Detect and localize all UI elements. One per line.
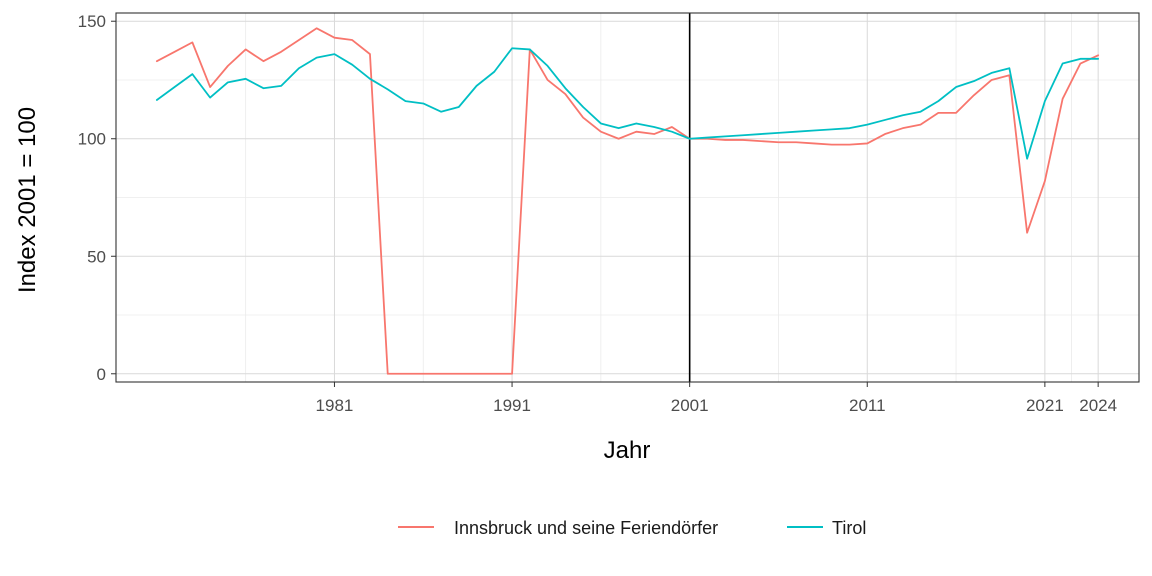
series-line-1 [155,47,1100,160]
grid-lines [116,13,1139,382]
y-tick-label: 100 [78,130,106,149]
series-lines [155,27,1100,375]
x-tick-label: 1991 [493,396,531,415]
legend-label-tirol: Tirol [832,518,866,538]
y-axis-title: Index 2001 = 100 [14,107,41,293]
x-tick-label: 2011 [849,396,886,415]
y-axis-ticks: 0 50 100 150 [78,12,116,384]
legend-label-innsbruck: Innsbruck und seine Feriendörfer [454,518,718,538]
series-line-0 [155,27,1100,375]
x-tick-label: 2024 [1079,396,1117,415]
x-tick-label: 1981 [316,396,354,415]
x-tick-label: 2001 [671,396,709,415]
y-tick-label: 0 [97,365,106,384]
y-tick-label: 50 [87,247,106,266]
y-tick-label: 150 [78,12,106,31]
x-tick-label: 2021 [1026,396,1064,415]
x-axis-ticks: 1981 1991 2001 2011 2021 2024 [316,382,1117,415]
panel-border [115,12,1140,383]
legend: Innsbruck und seine Feriendörfer Tirol [398,518,866,538]
x-axis-title: Jahr [604,437,651,464]
